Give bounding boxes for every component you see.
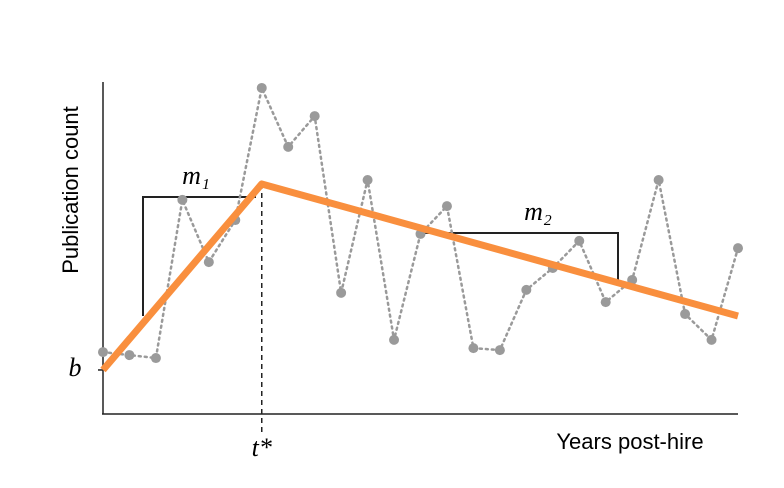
data-point [521, 284, 532, 295]
data-point [389, 334, 400, 345]
data-point [494, 345, 505, 356]
data-point [336, 287, 347, 298]
data-point [362, 174, 373, 185]
y-tick-label: b [69, 353, 82, 382]
data-point [706, 334, 717, 345]
data-point [150, 353, 161, 364]
data-point [177, 194, 188, 205]
data-point [256, 82, 267, 93]
x-tick-label: t* [252, 433, 272, 462]
data-point [124, 350, 135, 361]
x-axis-label: Years post-hire [556, 429, 703, 454]
data-point [653, 174, 664, 185]
data-point [441, 201, 452, 212]
data-point [680, 309, 691, 320]
series-line [100, 180, 739, 373]
annotation: m₁ [182, 161, 210, 190]
annotation: m₂ [524, 197, 552, 226]
y-axis-label: Publication count [58, 106, 83, 274]
series-line [101, 86, 740, 360]
data-point [574, 235, 585, 246]
data-point [203, 257, 214, 268]
data-point [283, 141, 294, 152]
data-point [468, 343, 479, 354]
data-point [733, 243, 743, 254]
data-point [98, 347, 108, 358]
data-point [309, 111, 320, 122]
slope-bracket [420, 232, 619, 280]
slope-bracket [142, 196, 256, 316]
data-point [600, 297, 611, 308]
